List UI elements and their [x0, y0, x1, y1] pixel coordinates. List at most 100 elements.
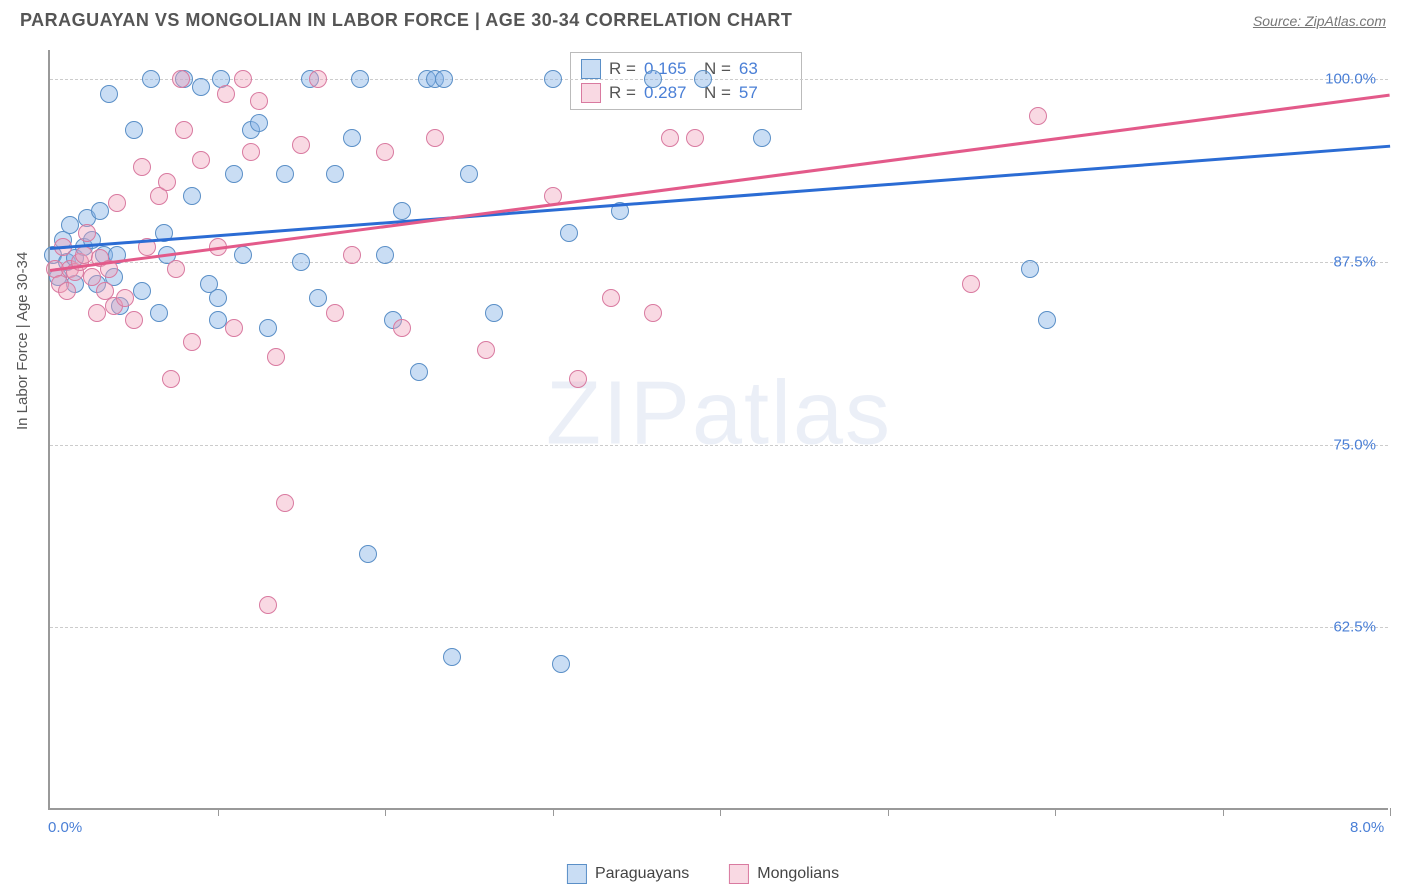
- data-point: [694, 70, 712, 88]
- data-point: [158, 173, 176, 191]
- data-point: [267, 348, 285, 366]
- data-point: [142, 70, 160, 88]
- bottom-legend: Paraguayans Mongolians: [567, 864, 839, 884]
- data-point: [343, 129, 361, 147]
- data-point: [259, 596, 277, 614]
- data-point: [75, 246, 93, 264]
- n-value: 57: [739, 83, 791, 103]
- data-point: [1021, 260, 1039, 278]
- y-tick-label: 75.0%: [1333, 436, 1376, 453]
- data-point: [225, 319, 243, 337]
- data-point: [175, 121, 193, 139]
- data-point: [426, 129, 444, 147]
- mongolians-swatch-icon: [729, 864, 749, 884]
- scatter-chart: ZIPatlas R = 0.165 N = 63 R = 0.287 N = …: [48, 50, 1388, 810]
- data-point: [209, 311, 227, 329]
- data-point: [183, 187, 201, 205]
- data-point: [292, 253, 310, 271]
- data-point: [351, 70, 369, 88]
- data-point: [443, 648, 461, 666]
- x-tick-mark: [385, 808, 386, 816]
- data-point: [460, 165, 478, 183]
- source-link[interactable]: Source: ZipAtlas.com: [1253, 13, 1386, 29]
- data-point: [376, 143, 394, 161]
- data-point: [485, 304, 503, 322]
- data-point: [250, 114, 268, 132]
- data-point: [326, 165, 344, 183]
- data-point: [234, 246, 252, 264]
- gridline-h: [50, 445, 1388, 446]
- data-point: [234, 70, 252, 88]
- legend-item-mongolians: Mongolians: [729, 864, 839, 884]
- stats-legend: R = 0.165 N = 63 R = 0.287 N = 57: [570, 52, 802, 110]
- data-point: [125, 121, 143, 139]
- data-point: [309, 70, 327, 88]
- data-point: [58, 282, 76, 300]
- data-point: [125, 311, 143, 329]
- data-point: [242, 143, 260, 161]
- data-point: [162, 370, 180, 388]
- data-point: [209, 289, 227, 307]
- data-point: [1038, 311, 1056, 329]
- gridline-h: [50, 627, 1388, 628]
- x-tick-mark: [1223, 808, 1224, 816]
- data-point: [753, 129, 771, 147]
- y-tick-label: 62.5%: [1333, 619, 1376, 636]
- data-point: [393, 319, 411, 337]
- y-axis-title: In Labor Force | Age 30-34: [14, 252, 31, 430]
- data-point: [560, 224, 578, 242]
- paraguayans-swatch-icon: [567, 864, 587, 884]
- data-point: [259, 319, 277, 337]
- data-point: [393, 202, 411, 220]
- x-tick-mark: [1390, 808, 1391, 816]
- data-point: [477, 341, 495, 359]
- legend-label: Paraguayans: [595, 865, 689, 883]
- data-point: [602, 289, 620, 307]
- r-label: R =: [609, 59, 636, 79]
- data-point: [292, 136, 310, 154]
- chart-title: PARAGUAYAN VS MONGOLIAN IN LABOR FORCE |…: [20, 10, 792, 31]
- data-point: [276, 494, 294, 512]
- y-tick-label: 100.0%: [1325, 71, 1376, 88]
- data-point: [376, 246, 394, 264]
- r-label: R =: [609, 83, 636, 103]
- data-point: [276, 165, 294, 183]
- y-tick-label: 87.5%: [1333, 253, 1376, 270]
- data-point: [1029, 107, 1047, 125]
- data-point: [88, 304, 106, 322]
- data-point: [108, 194, 126, 212]
- data-point: [552, 655, 570, 673]
- x-tick-mark: [720, 808, 721, 816]
- data-point: [172, 70, 190, 88]
- legend-label: Mongolians: [757, 865, 839, 883]
- data-point: [217, 85, 235, 103]
- data-point: [78, 224, 96, 242]
- stats-row-paraguayans: R = 0.165 N = 63: [581, 57, 791, 81]
- data-point: [326, 304, 344, 322]
- watermark: ZIPatlas: [546, 362, 892, 465]
- data-point: [225, 165, 243, 183]
- data-point: [61, 216, 79, 234]
- data-point: [91, 202, 109, 220]
- data-point: [192, 151, 210, 169]
- data-point: [410, 363, 428, 381]
- data-point: [183, 333, 201, 351]
- data-point: [150, 304, 168, 322]
- n-value: 63: [739, 59, 791, 79]
- legend-item-paraguayans: Paraguayans: [567, 864, 689, 884]
- data-point: [133, 158, 151, 176]
- gridline-h: [50, 262, 1388, 263]
- data-point: [661, 129, 679, 147]
- data-point: [544, 70, 562, 88]
- data-point: [100, 85, 118, 103]
- data-point: [192, 78, 210, 96]
- x-tick-label: 0.0%: [48, 819, 82, 836]
- data-point: [250, 92, 268, 110]
- x-tick-label: 8.0%: [1350, 819, 1384, 836]
- x-tick-mark: [553, 808, 554, 816]
- data-point: [116, 289, 134, 307]
- data-point: [569, 370, 587, 388]
- data-point: [343, 246, 361, 264]
- data-point: [644, 70, 662, 88]
- data-point: [359, 545, 377, 563]
